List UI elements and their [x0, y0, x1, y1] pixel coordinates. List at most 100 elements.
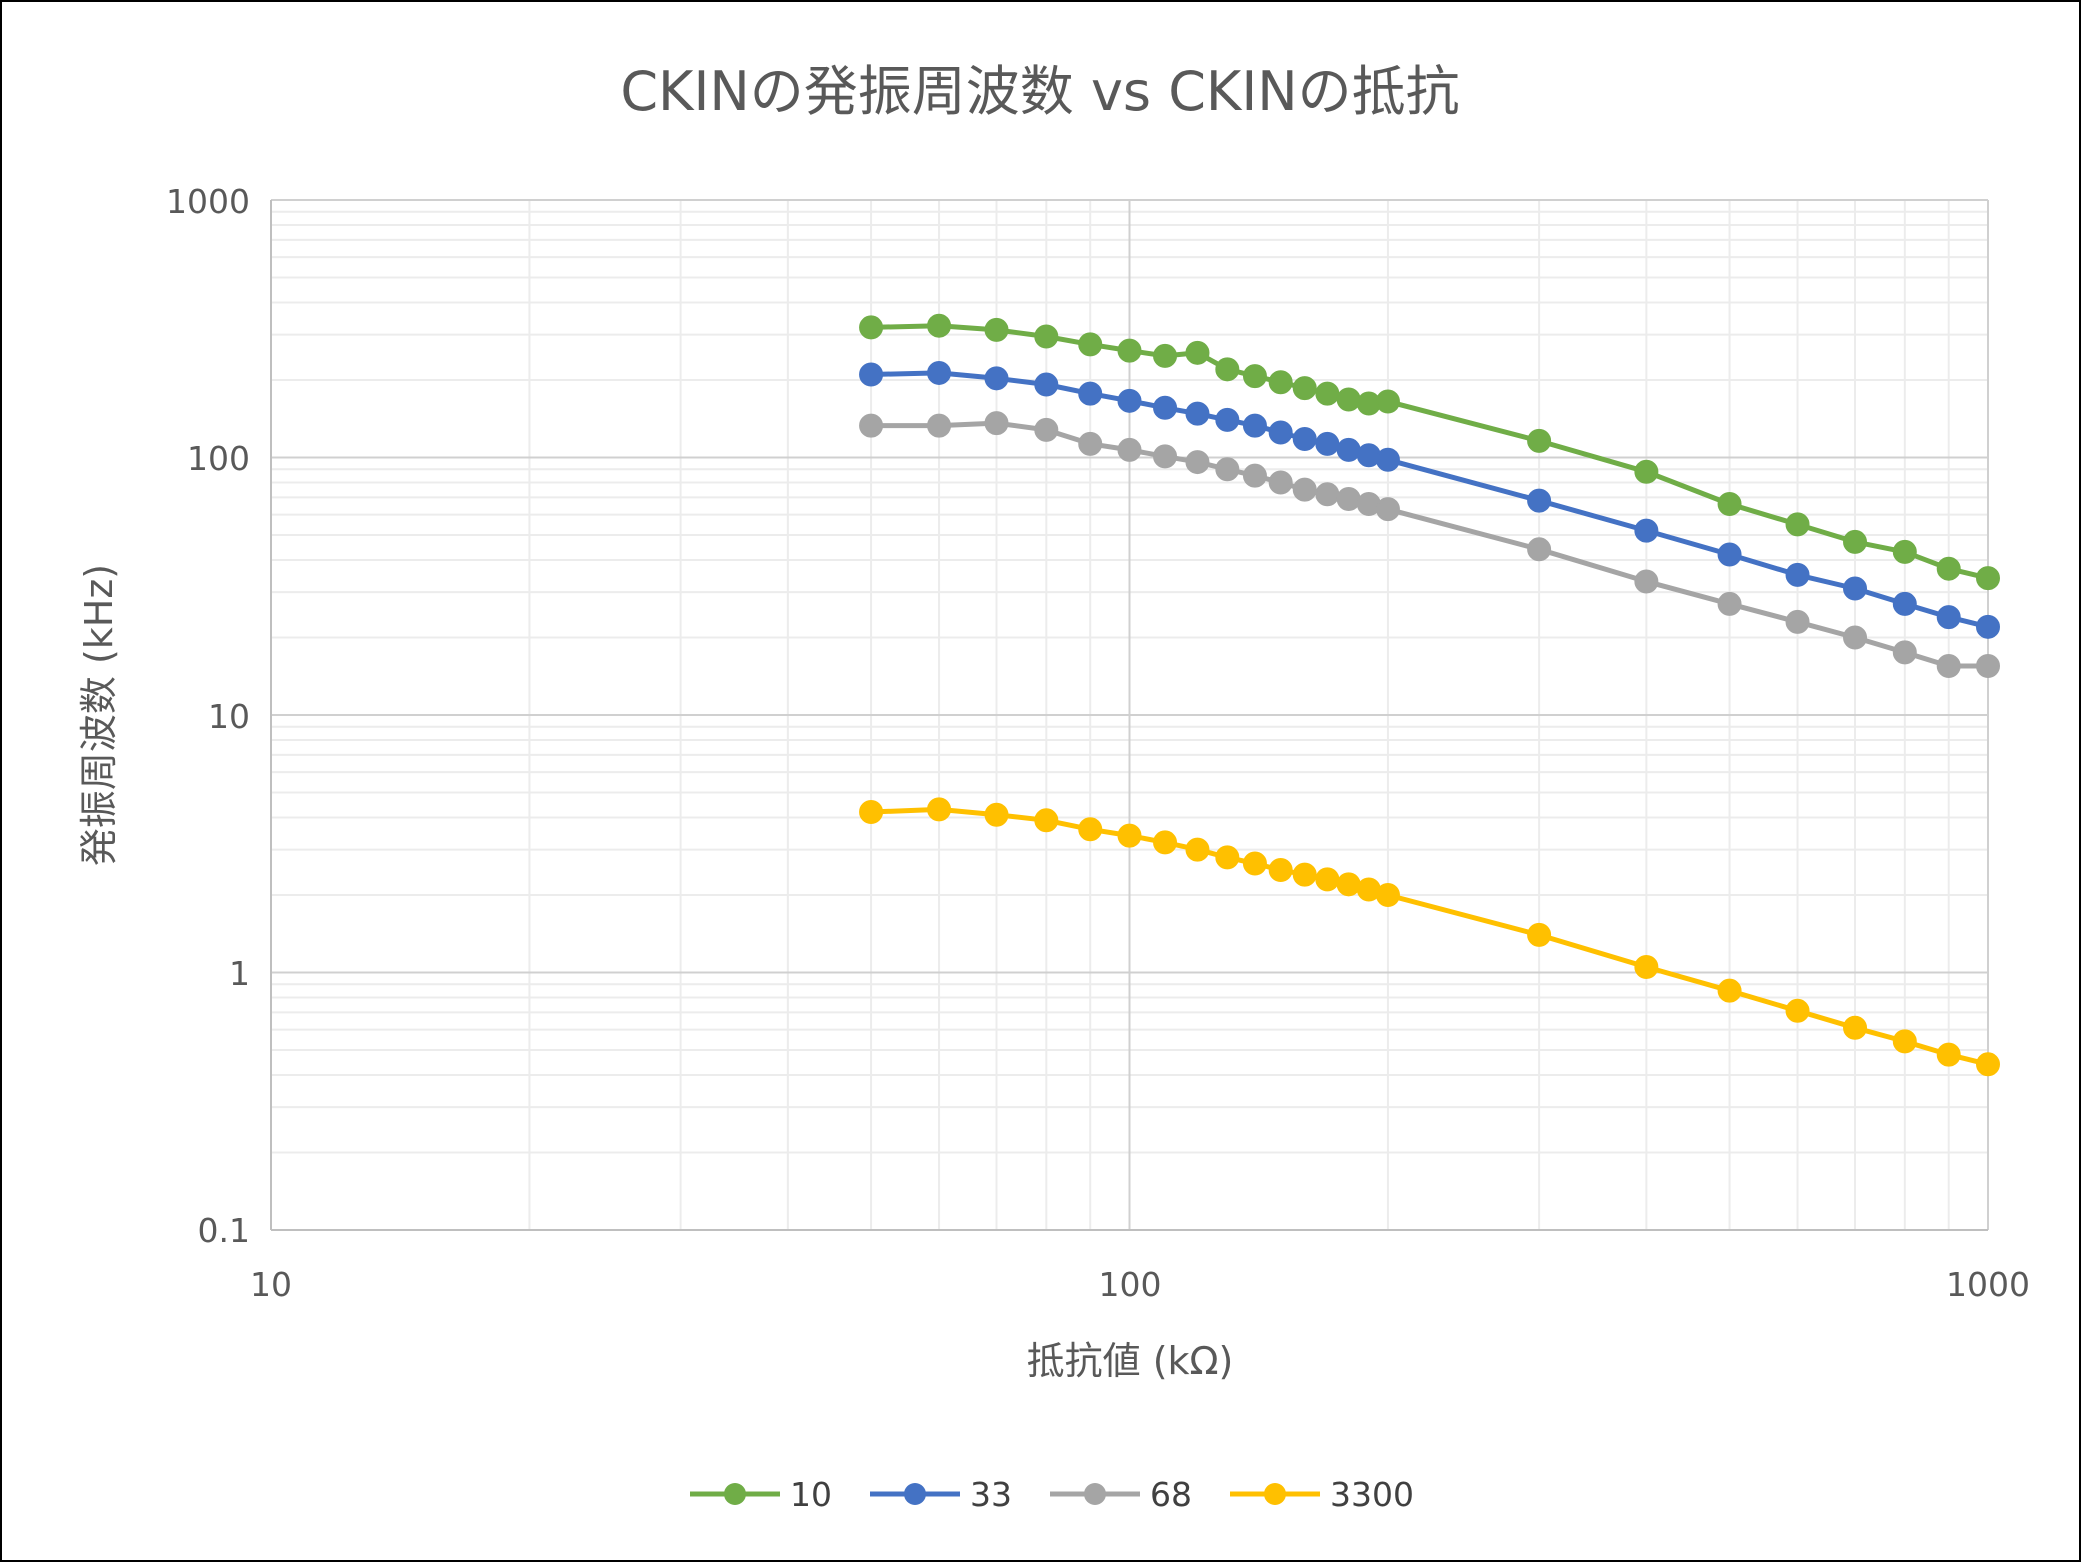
data-point-33: [984, 366, 1009, 391]
data-point-68: [1892, 640, 1917, 665]
data-point-33: [1634, 518, 1659, 543]
data-point-10: [1215, 357, 1240, 382]
chart-title: CKINの発振周波数 vs CKINの抵抗: [620, 60, 1459, 123]
x-axis-label: 抵抗値 (kΩ): [1027, 1339, 1234, 1383]
data-point-10: [1153, 343, 1178, 368]
data-point-10: [984, 317, 1009, 342]
data-point-33: [859, 362, 884, 387]
data-point-10: [859, 315, 884, 340]
data-point-10: [1976, 566, 2000, 591]
data-point-10: [1078, 332, 1103, 357]
data-point-10: [1185, 340, 1210, 365]
data-point-68: [1034, 417, 1059, 442]
data-point-33: [1375, 447, 1400, 472]
data-point-10: [927, 313, 952, 338]
y-tick-label: 10: [208, 697, 250, 736]
data-point-3300: [1292, 862, 1317, 887]
legend-label: 3300: [1330, 1475, 1414, 1514]
data-point-10: [1375, 389, 1400, 414]
grid: [270, 199, 1989, 1231]
data-point-10: [1292, 376, 1317, 401]
y-tick-label: 1000: [166, 182, 250, 221]
legend-marker-68: [1084, 1483, 1106, 1505]
data-point-33: [1336, 437, 1361, 462]
data-point-10: [1242, 364, 1267, 389]
series-line-10: [871, 323, 1989, 581]
data-point-33: [1527, 488, 1552, 513]
data-point-10: [1843, 529, 1868, 554]
legend-marker-3300: [1264, 1483, 1286, 1505]
data-point-68: [859, 413, 884, 438]
data-point-68: [1153, 444, 1178, 469]
data-point-3300: [1336, 872, 1361, 897]
data-point-10: [1034, 324, 1059, 349]
data-point-10: [1268, 370, 1293, 395]
legend-label: 10: [790, 1475, 832, 1514]
y-axis-label: 発振周波数 (kHz): [77, 564, 121, 866]
data-point-33: [1843, 576, 1868, 601]
data-point-33: [1215, 407, 1240, 432]
data-point-3300: [1785, 998, 1810, 1023]
data-point-68: [1717, 591, 1742, 616]
data-point-33: [1976, 614, 2000, 639]
data-point-3300: [1527, 922, 1552, 947]
y-tick-label: 0.1: [198, 1211, 250, 1250]
data-point-3300: [1153, 830, 1178, 855]
series-line-68: [871, 420, 1988, 669]
data-point-3300: [984, 802, 1009, 827]
data-point-33: [1292, 426, 1317, 451]
data-point-68: [1936, 653, 1961, 678]
data-point-3300: [1936, 1042, 1961, 1067]
legend-marker-10: [724, 1483, 746, 1505]
tick-labels: 1000 100 10 1 0.1 10 100 1000: [166, 182, 2030, 1304]
data-point-68: [1242, 463, 1267, 488]
data-point-68: [1976, 653, 2000, 678]
series-layer: [859, 313, 2000, 1077]
data-point-68: [1315, 482, 1340, 507]
data-point-3300: [927, 797, 952, 822]
data-point-68: [984, 411, 1009, 436]
data-point-10: [1717, 491, 1742, 516]
x-tick-label: 1000: [1946, 1265, 2030, 1304]
data-point-33: [1936, 605, 1961, 630]
data-point-3300: [1034, 808, 1059, 833]
data-point-3300: [1242, 851, 1267, 876]
data-point-68: [1785, 609, 1810, 634]
data-point-3300: [1078, 817, 1103, 842]
data-point-3300: [1843, 1015, 1868, 1040]
data-point-10: [1527, 428, 1552, 453]
data-point-33: [1717, 542, 1742, 567]
data-point-10: [1336, 387, 1361, 412]
data-point-10: [1892, 539, 1917, 564]
data-point-33: [1078, 381, 1103, 406]
data-point-3300: [1375, 882, 1400, 907]
data-point-33: [1785, 562, 1810, 587]
data-point-3300: [1117, 823, 1142, 848]
data-point-33: [1034, 372, 1059, 397]
data-point-3300: [1185, 837, 1210, 862]
data-point-33: [1892, 591, 1917, 616]
data-point-10: [1117, 338, 1142, 363]
legend-label: 33: [970, 1475, 1012, 1514]
data-point-3300: [1976, 1052, 2000, 1077]
data-point-33: [1242, 413, 1267, 438]
data-point-3300: [1268, 858, 1293, 883]
data-point-68: [1292, 477, 1317, 502]
y-tick-label: 100: [187, 439, 250, 478]
data-point-10: [1315, 381, 1340, 406]
data-point-33: [1153, 395, 1178, 420]
data-point-68: [1375, 497, 1400, 522]
legend-marker-33: [904, 1483, 926, 1505]
data-point-68: [927, 413, 952, 438]
data-point-68: [1336, 486, 1361, 511]
data-point-68: [1215, 457, 1240, 482]
legend: 10 33 68 3300: [690, 1475, 1414, 1514]
data-point-33: [1268, 420, 1293, 445]
data-point-33: [1117, 388, 1142, 413]
data-point-68: [1527, 537, 1552, 562]
data-point-3300: [1634, 955, 1659, 980]
data-point-10: [1936, 556, 1961, 581]
data-point-33: [1315, 431, 1340, 456]
